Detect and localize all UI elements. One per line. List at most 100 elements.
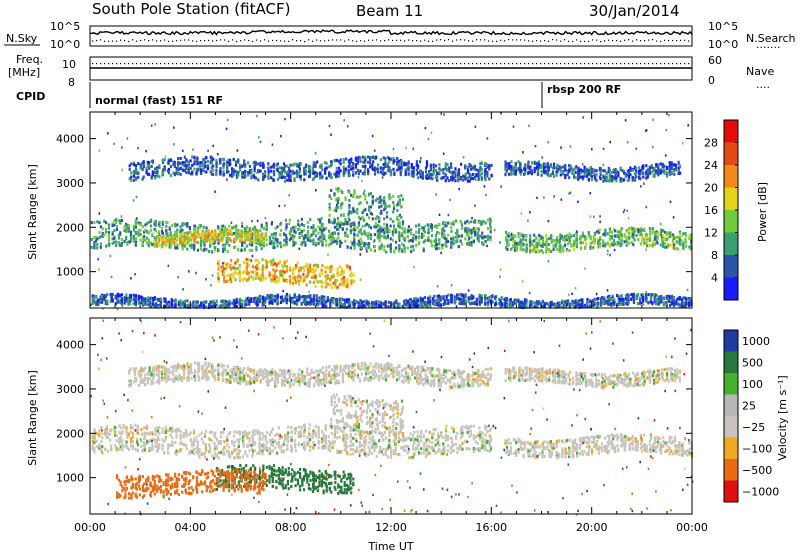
power-echo-cell [533,246,536,250]
power-echo-cell [316,280,319,284]
power-echo-cell [271,294,274,297]
power-echo-cell [246,262,249,266]
power-echo-cell [282,278,285,282]
freq-label-line2: [MHz] [8,66,40,79]
power-echo-cell [289,178,292,182]
power-echo-cell [620,242,623,246]
power-echo-cell [484,161,487,165]
power-echo-cell [249,238,252,241]
power-echo-cell [126,243,129,247]
nsearch-dot [204,40,206,42]
power-echo-cell [119,300,122,304]
nsearch-dot [356,40,358,42]
nsearch-dot [364,40,366,42]
power-echo-cell [403,246,406,250]
power-echo-cell [670,161,673,165]
power-echo-cell [119,221,122,225]
power-echo-cell [258,236,261,240]
power-echo-cell [468,179,471,183]
power-echo-cell [556,163,559,167]
power-echo-cell [412,237,415,240]
power-echo-cell [651,240,654,244]
power-echo-cell [547,247,551,251]
power-echo-cell [222,224,225,228]
power-echo-cell [218,229,221,233]
power-echo-cell [669,167,672,170]
power-echo-cell [227,238,230,242]
power-echo-cell [153,239,156,243]
power-echo-cell [205,226,208,230]
power-echo-cell [187,241,190,245]
power-echo-cell [606,232,609,236]
power-echo-cell [139,301,142,305]
power-echo-cell [331,234,334,238]
power-echo-cell [168,303,171,307]
power-echo-cell [251,233,254,237]
power-echo-cell [476,231,479,235]
power-echo-cell [300,234,303,237]
power-echo-cell [357,202,361,206]
power-echo-cell [678,231,681,235]
power-echo-cell [406,167,409,171]
nsearch-dot [240,40,242,42]
nsearch-dot [680,39,682,41]
power-echo-cell [293,177,296,181]
power-echo-cell [103,297,106,301]
power-echo-cell [192,303,195,307]
power-echo-cell [401,197,405,201]
power-echo-cell [618,233,621,237]
power-echo-cell [240,233,243,237]
power-echo-cell [348,222,351,226]
power-echo-cell [248,248,251,252]
power-echo-cell [410,166,413,170]
power-echo-cell [611,174,614,178]
power-echo-cell [228,299,231,303]
power-echo-cell [675,240,678,244]
power-echo-cell [374,199,377,202]
nave-dot [616,63,618,65]
power-echo-cell [293,292,296,296]
power-echo-cell [249,239,252,243]
power-echo-cell [466,176,470,180]
power-echo-cell [106,300,109,304]
power-echo-cell [353,209,356,213]
power-echo-cell [568,239,571,243]
power-echo-cell [312,164,315,168]
power-echo-cell [655,171,658,175]
power-echo-cell [276,295,279,299]
power-echo-cell [383,208,386,212]
power-echo-cell [296,275,299,279]
power-echo-cell [161,235,164,239]
power-echo-cell [128,167,131,171]
nave-dot [104,63,106,65]
power-echo-cell [318,272,321,276]
power-echo-cell [123,229,126,232]
power-echo-cell [158,220,161,224]
power-echo-cell [438,222,441,226]
power-echo-cell [223,275,226,278]
power-echo-cell [454,175,457,179]
power-echo-cell [220,269,223,273]
power-echo-cell [429,166,432,170]
nsearch-dot [232,39,234,41]
power-echo-cell [257,162,260,166]
power-echo-cell [193,160,196,164]
power-echo-cell [310,298,313,302]
power-echo-cell [302,272,305,276]
power-echo-cell [359,237,362,241]
power-echo-cell [477,174,480,178]
power-echo-cell [564,173,567,177]
power-echo-cell [365,232,368,236]
power-echo-cell [342,278,346,282]
power-echo-cell [407,165,410,169]
power-echo-cell [477,239,480,243]
power-echo-cell [388,169,391,173]
power-echo-cell [380,226,383,230]
power-echo-cell [296,299,299,302]
power-echo-cell [477,234,480,238]
power-echoes [90,112,693,311]
power-echo-cell [247,173,250,177]
power-echo-cell [137,234,140,238]
power-echo-cell [540,173,543,177]
power-echo-cell [665,245,668,249]
